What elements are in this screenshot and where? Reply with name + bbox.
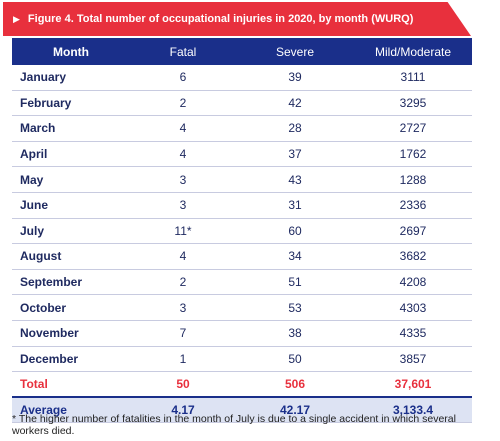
month-cell: September <box>12 269 130 296</box>
fatal-cell: 7 <box>130 320 236 347</box>
severe-cell: 60 <box>236 218 354 245</box>
severe-cell: 31 <box>236 192 354 219</box>
table-row: October 3 53 4303 <box>12 294 472 321</box>
header-fatal: Fatal <box>130 38 236 65</box>
footnote: * The higher number of fatalities in the… <box>12 413 456 437</box>
mild-cell: 3682 <box>354 243 472 270</box>
month-cell: April <box>12 141 130 168</box>
month-cell: November <box>12 320 130 347</box>
mild-cell: 1762 <box>354 141 472 168</box>
table-row: February 2 42 3295 <box>12 90 472 117</box>
fatal-cell: 3 <box>130 192 236 219</box>
severe-cell: 34 <box>236 243 354 270</box>
fatal-cell: 4 <box>130 141 236 168</box>
figure-title: Figure 4. Total number of occupational i… <box>27 13 414 25</box>
fatal-cell: 2 <box>130 269 236 296</box>
severe-cell: 43 <box>236 166 354 193</box>
mild-cell: 3295 <box>354 90 472 117</box>
fatal-cell: 4 <box>130 243 236 270</box>
table-row: June 3 31 2336 <box>12 192 472 219</box>
table-row: April 4 37 1762 <box>12 141 472 168</box>
fatal-cell: 2 <box>130 90 236 117</box>
total-label: Total <box>12 371 130 399</box>
table-row: November 7 38 4335 <box>12 320 472 347</box>
fatal-cell: 11* <box>130 218 236 245</box>
severe-cell: 51 <box>236 269 354 296</box>
mild-cell: 2336 <box>354 192 472 219</box>
month-cell: July <box>12 218 130 245</box>
figure-title-banner: ▶ Figure 4. Total number of occupational… <box>3 2 471 36</box>
average-mild: 3,133.4 <box>354 397 472 424</box>
severe-cell: 53 <box>236 294 354 321</box>
month-cell: January <box>12 65 130 91</box>
mild-cell: 4335 <box>354 320 472 347</box>
month-cell: October <box>12 294 130 321</box>
month-cell: February <box>12 90 130 117</box>
average-severe: 42.17 <box>236 397 354 424</box>
fatal-cell: 6 <box>130 65 236 91</box>
fatal-cell: 3 <box>130 294 236 321</box>
table-row: January 6 39 3111 <box>12 65 472 91</box>
total-severe: 506 <box>236 371 354 399</box>
table-row: August 4 34 3682 <box>12 243 472 270</box>
month-cell: May <box>12 166 130 193</box>
average-row: Average 4.17 42.17 3,133.4 <box>12 397 472 424</box>
month-cell: June <box>12 192 130 219</box>
mild-cell: 2697 <box>354 218 472 245</box>
severe-cell: 37 <box>236 141 354 168</box>
fatal-cell: 3 <box>130 166 236 193</box>
month-cell: December <box>12 346 130 373</box>
total-mild: 37,601 <box>354 371 472 399</box>
mild-cell: 4208 <box>354 269 472 296</box>
header-month: Month <box>12 38 130 65</box>
severe-cell: 39 <box>236 65 354 91</box>
month-cell: March <box>12 115 130 142</box>
mild-cell: 2727 <box>354 115 472 142</box>
mild-cell: 1288 <box>354 166 472 193</box>
severe-cell: 38 <box>236 320 354 347</box>
mild-cell: 3857 <box>354 346 472 373</box>
table-row: September 2 51 4208 <box>12 269 472 296</box>
header-mild: Mild/Moderate <box>354 38 472 65</box>
table-header-row: Month Fatal Severe Mild/Moderate <box>12 38 472 65</box>
severe-cell: 50 <box>236 346 354 373</box>
month-cell: August <box>12 243 130 270</box>
table-row: December 1 50 3857 <box>12 346 472 373</box>
table-row: May 3 43 1288 <box>12 166 472 193</box>
total-row: Total 50 506 37,601 <box>12 371 472 399</box>
fatal-cell: 1 <box>130 346 236 373</box>
table-row: July 11* 60 2697 <box>12 218 472 245</box>
fatal-cell: 4 <box>130 115 236 142</box>
header-severe: Severe <box>236 38 354 65</box>
injuries-table: Month Fatal Severe Mild/Moderate January… <box>12 38 472 424</box>
mild-cell: 3111 <box>354 65 472 91</box>
average-fatal: 4.17 <box>130 397 236 424</box>
average-label: Average <box>12 397 130 424</box>
table-row: March 4 28 2727 <box>12 115 472 142</box>
play-triangle-icon: ▶ <box>13 13 20 24</box>
severe-cell: 28 <box>236 115 354 142</box>
total-fatal: 50 <box>130 371 236 399</box>
mild-cell: 4303 <box>354 294 472 321</box>
severe-cell: 42 <box>236 90 354 117</box>
